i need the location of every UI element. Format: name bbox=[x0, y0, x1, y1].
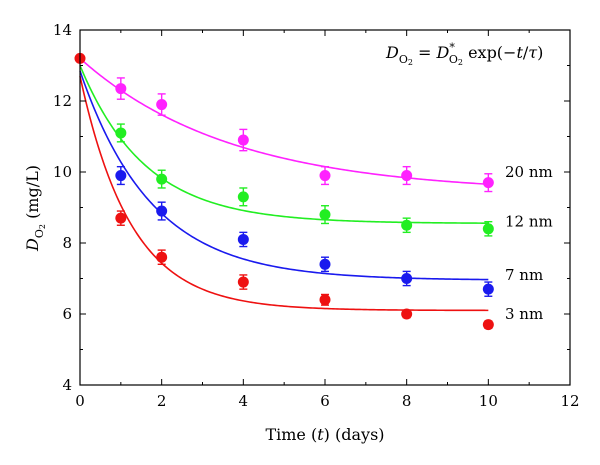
data-point-7-nm bbox=[115, 170, 127, 182]
data-point-12-nm bbox=[482, 223, 494, 235]
data-point-3-nm bbox=[319, 294, 331, 306]
y-tick-label: 6 bbox=[62, 305, 72, 323]
error-bars bbox=[116, 77, 493, 329]
data-point-20-nm bbox=[237, 134, 249, 146]
data-point-12-nm bbox=[401, 219, 413, 231]
x-tick-label: 2 bbox=[157, 392, 167, 410]
y-axis-title: DO2 (mg/L) bbox=[23, 165, 47, 252]
fit-curve-7-nm bbox=[79, 70, 489, 281]
x-tick-label: 6 bbox=[320, 392, 330, 410]
y-tick-label: 8 bbox=[62, 234, 72, 252]
data-point-12-nm bbox=[156, 173, 168, 185]
fit-curves bbox=[79, 57, 489, 312]
data-points bbox=[74, 52, 494, 331]
data-point-20-nm bbox=[156, 99, 168, 111]
series-label-3-nm: 3 nm bbox=[505, 305, 543, 323]
x-ticks: 0 2 4 6 8 10 12 bbox=[75, 30, 580, 410]
x-tick-label: 4 bbox=[239, 392, 249, 410]
data-point-7-nm bbox=[401, 273, 413, 284]
x-tick-label: 12 bbox=[560, 392, 579, 410]
data-point-7-nm bbox=[237, 233, 249, 245]
data-point-3-nm bbox=[156, 251, 168, 263]
y-tick-label: 14 bbox=[53, 21, 72, 39]
series-label-20-nm: 20 nm bbox=[505, 163, 553, 181]
data-point-7-nm bbox=[319, 258, 331, 270]
data-point-20-nm bbox=[115, 83, 127, 95]
data-point-20-nm bbox=[319, 170, 331, 182]
y-tick-label: 10 bbox=[53, 163, 72, 181]
data-point-7-nm bbox=[156, 205, 168, 217]
data-point-12-nm bbox=[237, 191, 249, 203]
y-tick-label: 4 bbox=[62, 376, 72, 394]
data-point-12-nm bbox=[319, 209, 331, 221]
fit-curve-3-nm bbox=[79, 75, 489, 312]
fit-curve-20-nm bbox=[79, 57, 489, 186]
data-point-7-nm bbox=[482, 283, 494, 295]
data-point-3-nm bbox=[115, 212, 127, 224]
y-tick-label: 12 bbox=[53, 92, 72, 110]
series-label-7-nm: 7 nm bbox=[505, 266, 543, 284]
fit-curve-12-nm bbox=[79, 65, 489, 224]
equation-label: DO2 = D* O2 exp(−t/τ) bbox=[385, 41, 543, 67]
series-label-12-nm: 12 nm bbox=[505, 213, 553, 231]
x-axis-title: Time (t) (days) bbox=[265, 425, 384, 444]
data-point-20-nm bbox=[401, 170, 413, 182]
data-point-3-nm bbox=[237, 276, 249, 288]
data-point-12-nm bbox=[115, 127, 127, 139]
data-point-3-nm bbox=[401, 308, 413, 320]
x-tick-label: 10 bbox=[479, 392, 498, 410]
x-tick-label: 8 bbox=[402, 392, 412, 410]
data-point-3-nm bbox=[482, 319, 494, 331]
series-labels: 20 nm 12 nm 7 nm 3 nm bbox=[505, 163, 553, 323]
y-ticks: 4 6 8 10 12 14 bbox=[53, 21, 570, 394]
x-tick-label: 0 bbox=[75, 392, 85, 410]
data-point-20-nm bbox=[482, 177, 494, 189]
